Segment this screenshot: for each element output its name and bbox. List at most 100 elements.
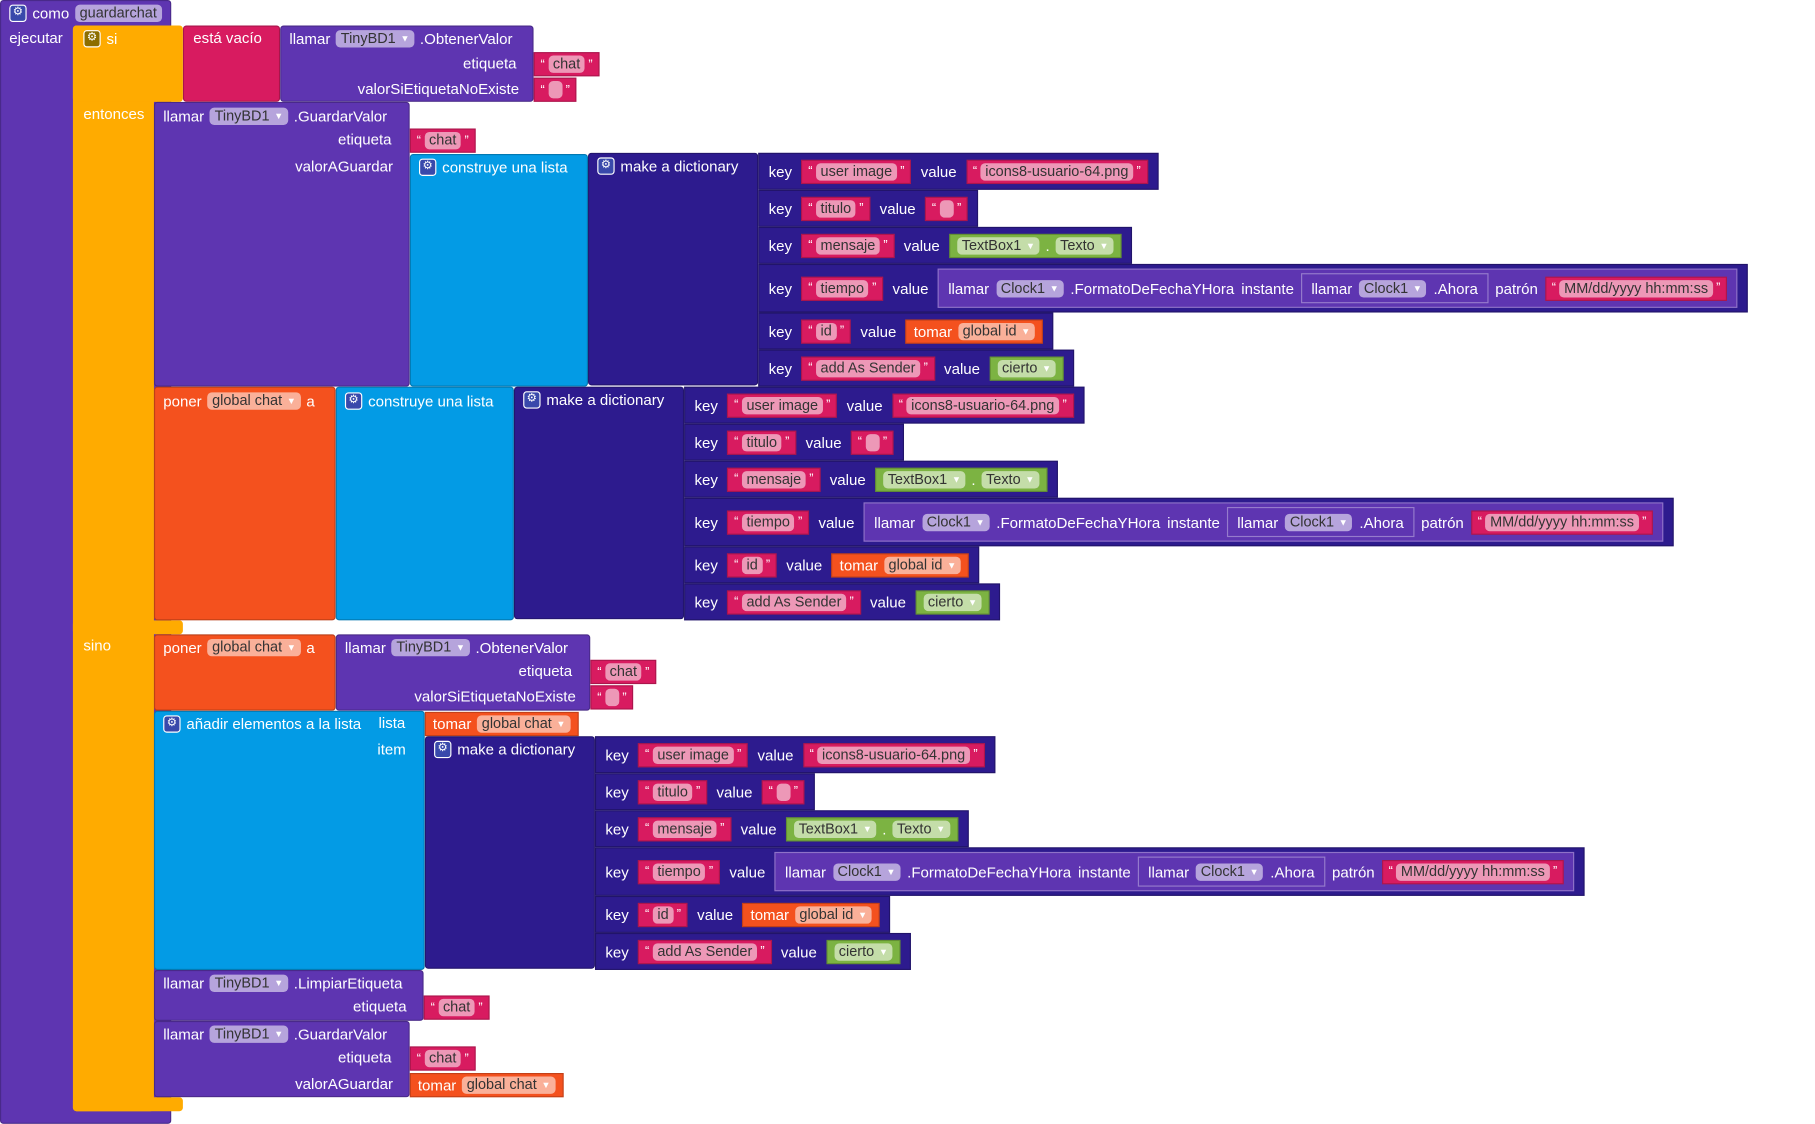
text-block[interactable]: “user image” (638, 742, 749, 767)
clock-now-block[interactable]: llamar Clock1 ▼ .Ahora (1137, 856, 1326, 887)
text-field[interactable]: chat (424, 131, 462, 150)
get-variable-block[interactable]: tomar global chat ▼ (409, 1073, 564, 1098)
dictionary-pair-tiempo[interactable]: key “tiempo” value llamar Clock1 ▼ .FormatoDeF… (758, 263, 1749, 313)
gear-icon[interactable]: ⚙ (344, 391, 363, 410)
add-items-to-list-block[interactable] (153, 710, 425, 970)
text-block[interactable]: “add As Sender” (801, 355, 935, 381)
text-field[interactable]: titulo (815, 199, 856, 218)
text-block-empty[interactable]: “” (533, 77, 577, 102)
get-variable-block[interactable]: tomar global id ▼ (831, 552, 969, 578)
text-block[interactable]: “MM/dd/yyyy hh:mm:ss” (1381, 859, 1565, 884)
boolean-block[interactable]: cierto ▼ (989, 355, 1064, 381)
text-field[interactable]: titulo (652, 783, 693, 801)
variable-dropdown[interactable]: global chat ▼ (462, 1076, 556, 1094)
component-dropdown[interactable]: TextBox1 ▼ (793, 820, 877, 838)
text-field[interactable]: MM/dd/yyyy hh:mm:ss (1485, 513, 1639, 531)
dictionary-pair-user-image[interactable]: key “user image” value “icons8-usuario-64.p… (758, 152, 1159, 190)
textbox-text-getter[interactable]: TextBox1 ▼. Texto ▼ (785, 816, 959, 841)
store-value-block[interactable] (153, 101, 410, 387)
text-block[interactable]: “icons8-usuario-64.png” (965, 159, 1148, 184)
text-field[interactable]: tiempo (815, 279, 869, 297)
make-dictionary-block[interactable] (513, 386, 685, 620)
text-block[interactable]: “add As Sender” (727, 589, 861, 615)
boolean-block[interactable]: cierto ▼ (915, 589, 990, 615)
component-dropdown[interactable]: Clock1 ▼ (1359, 279, 1427, 297)
text-block[interactable]: “titulo” (727, 430, 797, 455)
text-block-chat[interactable]: “chat” (423, 995, 490, 1020)
component-dropdown[interactable]: TextBox1 ▼ (957, 236, 1040, 255)
text-field[interactable] (939, 199, 954, 218)
dictionary-pair-add-as-sender[interactable]: key “add As Sender” value cierto ▼ (758, 349, 1075, 387)
text-block[interactable]: “mensaje” (727, 467, 821, 492)
property-dropdown[interactable]: Texto ▼ (892, 820, 950, 838)
text-block[interactable]: “id” (638, 902, 688, 927)
text-block[interactable]: “titulo” (801, 196, 871, 221)
text-field[interactable]: user image (741, 396, 823, 414)
text-block[interactable]: “tiempo” (727, 509, 810, 535)
text-field[interactable] (865, 433, 880, 451)
text-block[interactable]: “” (761, 779, 805, 804)
component-dropdown[interactable]: Clock1 ▼ (832, 862, 901, 881)
variable-dropdown[interactable]: global id ▼ (794, 905, 872, 924)
text-block[interactable]: “user image” (727, 392, 838, 418)
component-dropdown[interactable]: Clock1 ▼ (922, 513, 990, 531)
variable-dropdown[interactable]: global chat ▼ (207, 391, 301, 410)
if-else-block[interactable] (72, 25, 154, 1112)
text-block-empty[interactable]: “” (590, 685, 634, 710)
dictionary-pair-mensaje[interactable]: key “mensaje” value TextBox1 ▼. Texto ▼ (758, 226, 1132, 264)
dictionary-pair-tiempo[interactable]: key “tiempo” value llamar Clock1 ▼ .FormatoDeF… (684, 497, 1675, 547)
boolean-block[interactable]: cierto ▼ (826, 939, 901, 964)
property-dropdown[interactable]: Texto ▼ (1055, 236, 1114, 255)
gear-icon[interactable]: ⚙ (597, 156, 615, 175)
text-block[interactable]: “MM/dd/yyyy hh:mm:ss” (1544, 276, 1728, 301)
text-field[interactable]: id (741, 556, 763, 574)
text-field[interactable]: user image (815, 162, 897, 180)
text-field[interactable] (548, 81, 563, 99)
make-dictionary-block[interactable] (588, 152, 759, 386)
text-field[interactable]: chat (424, 1049, 462, 1068)
dictionary-pair-titulo[interactable]: key “titulo” value “” (758, 189, 979, 227)
make-list-block[interactable] (335, 386, 514, 621)
format-date-time-block[interactable]: llamar Clock1 ▼ .FormatoDeFechaYHora instant… (863, 502, 1664, 542)
text-field[interactable]: icons8-usuario-64.png (817, 746, 970, 764)
dictionary-pair-user-image[interactable]: key “user image” value “icons8-usuario-64.p… (594, 736, 995, 774)
text-block-chat[interactable]: “chat” (533, 52, 600, 77)
boolean-dropdown[interactable]: cierto ▼ (834, 942, 893, 961)
boolean-dropdown[interactable]: cierto ▼ (923, 593, 982, 611)
component-dropdown[interactable]: TinyBD1 ▼ (209, 974, 288, 992)
text-field[interactable]: add As Sender (652, 942, 757, 961)
text-field[interactable] (776, 783, 791, 801)
dictionary-pair-id[interactable]: key “id” value tomar global id ▼ (758, 312, 1054, 350)
dictionary-pair-add-as-sender[interactable]: key “add As Sender” value cierto ▼ (594, 932, 912, 970)
text-block[interactable]: “” (850, 430, 895, 455)
dictionary-pair-mensaje[interactable]: key “mensaje” value TextBox1 ▼. Texto ▼ (684, 460, 1058, 498)
gear-icon[interactable]: ⚙ (434, 740, 452, 758)
make-list-block[interactable] (409, 153, 589, 387)
property-dropdown[interactable]: Texto ▼ (981, 470, 1040, 488)
variable-dropdown[interactable]: global chat ▼ (477, 715, 571, 733)
gear-icon[interactable]: ⚙ (83, 29, 101, 47)
make-dictionary-block[interactable] (424, 736, 595, 969)
text-block[interactable]: “id” (727, 552, 778, 578)
text-block[interactable]: “mensaje” (638, 816, 732, 841)
text-field[interactable]: mensaje (741, 470, 806, 488)
text-block-chat[interactable]: “chat” (409, 128, 476, 153)
dictionary-pair-titulo[interactable]: key “titulo” value “” (594, 773, 816, 811)
text-block[interactable]: “tiempo” (801, 276, 884, 301)
text-block[interactable]: “user image” (801, 159, 912, 184)
component-dropdown[interactable]: TextBox1 ▼ (883, 470, 966, 488)
procedure-name-field[interactable]: guardarchat (75, 4, 162, 22)
variable-dropdown[interactable]: global id ▼ (883, 556, 961, 574)
text-field[interactable]: icons8-usuario-64.png (906, 396, 1059, 414)
component-dropdown[interactable]: Clock1 ▼ (1285, 513, 1353, 531)
text-field[interactable]: titulo (741, 433, 782, 451)
text-field[interactable]: add As Sender (815, 359, 921, 377)
format-date-time-block[interactable]: llamar Clock1 ▼ .FormatoDeFechaYHora instant… (774, 851, 1575, 892)
set-variable-block[interactable] (153, 386, 336, 621)
text-block-chat[interactable]: “chat” (590, 659, 657, 685)
dictionary-pair-titulo[interactable]: key “titulo” value “” (684, 423, 905, 461)
component-dropdown[interactable]: TinyBD1 ▼ (391, 638, 470, 656)
text-block-chat[interactable]: “chat” (409, 1046, 476, 1071)
component-dropdown[interactable]: Clock1 ▼ (996, 279, 1064, 297)
text-field[interactable]: mensaje (652, 820, 717, 838)
